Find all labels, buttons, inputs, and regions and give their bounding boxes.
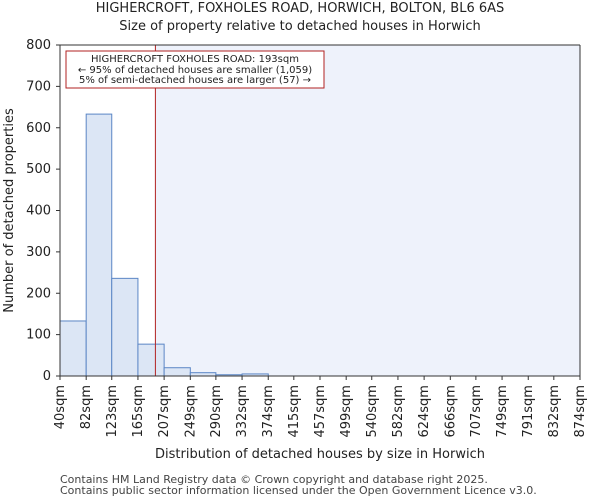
y-tick-label: 200 [26, 286, 51, 301]
x-tick-label: 582sqm [391, 385, 406, 438]
x-tick-label: 874sqm [573, 385, 588, 438]
annotation-box [65, 50, 325, 89]
x-tick-label: 666sqm [443, 385, 458, 438]
x-tick-label: 40sqm [53, 385, 68, 429]
annotation-line-1: HIGHERCROFT FOXHOLES ROAD: 193sqm [91, 54, 299, 65]
x-tick-label: 457sqm [313, 385, 328, 438]
x-tick-label: 624sqm [417, 385, 432, 438]
x-tick-label: 499sqm [339, 385, 354, 438]
histogram-bar [59, 320, 87, 377]
chart-subtitle: Size of property relative to detached ho… [119, 19, 481, 34]
x-tick-label: 332sqm [235, 385, 250, 438]
annotation-line-2: ← 95% of detached houses are smaller (1,… [78, 65, 312, 76]
y-axis-label: Number of detached properties [2, 108, 17, 313]
footer-line-1: Contains HM Land Registry data © Crown c… [60, 473, 488, 486]
y-tick-label: 600 [26, 121, 51, 136]
x-axis-label: Distribution of detached houses by size … [155, 447, 485, 462]
y-tick-label: 300 [26, 245, 51, 260]
y-tick-label: 500 [26, 162, 51, 177]
x-tick-label: 415sqm [287, 385, 302, 438]
y-tick-label: 0 [43, 369, 51, 384]
annotation-line-3: 5% of semi-detached houses are larger (5… [79, 75, 311, 86]
x-tick-label: 832sqm [547, 385, 562, 438]
x-tick-label: 82sqm [79, 385, 94, 429]
histogram-bar [137, 343, 165, 377]
histogram-bar [111, 277, 139, 377]
footer-line-2: Contains public sector information licen… [60, 484, 537, 497]
histogram-bar [85, 113, 113, 377]
x-tick-label: 540sqm [365, 385, 380, 438]
x-tick-label: 791sqm [521, 385, 536, 438]
x-tick-label: 707sqm [469, 385, 484, 438]
y-tick-label: 800 [26, 38, 51, 53]
y-tick-label: 700 [26, 79, 51, 94]
x-tick-label: 290sqm [209, 385, 224, 438]
histogram-bar [163, 367, 191, 377]
x-tick-label: 249sqm [183, 385, 198, 438]
x-tick-label: 165sqm [131, 385, 146, 438]
shaded-region-larger [155, 45, 580, 376]
x-tick-label: 123sqm [105, 385, 120, 438]
y-tick-label: 400 [26, 204, 51, 219]
x-tick-label: 374sqm [261, 385, 276, 438]
y-tick-label: 100 [26, 328, 51, 343]
chart-title: HIGHERCROFT, FOXHOLES ROAD, HORWICH, BOL… [95, 1, 505, 16]
x-tick-label: 749sqm [495, 385, 510, 438]
x-tick-label: 207sqm [157, 385, 172, 438]
